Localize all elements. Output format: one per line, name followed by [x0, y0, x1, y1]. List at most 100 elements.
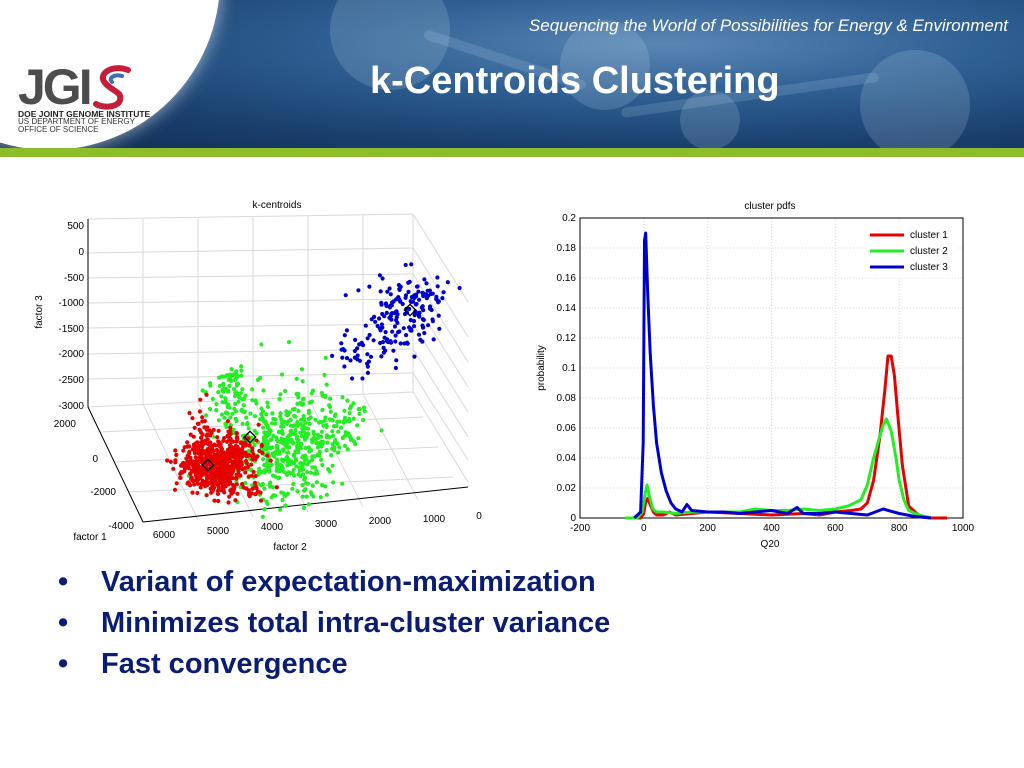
scatter-point	[181, 448, 186, 453]
scatter-point	[284, 413, 289, 418]
scatter-point	[219, 463, 224, 468]
scatter-point	[268, 446, 273, 451]
banner-molecule-sphere	[860, 50, 970, 148]
scatter-point	[207, 474, 212, 479]
scatter-point	[278, 411, 283, 416]
scatter-point	[200, 472, 205, 477]
scatter-point	[288, 423, 294, 428]
scatter-point	[366, 359, 371, 364]
scatter-point	[292, 406, 297, 412]
scatter-point	[258, 375, 263, 381]
scatter-point	[200, 448, 205, 453]
scatter-point	[233, 401, 238, 406]
scatter-point	[235, 491, 240, 496]
scatter-point	[239, 373, 244, 378]
scatter-point	[296, 395, 301, 400]
scatter-point	[361, 405, 366, 410]
scatter-point	[315, 471, 320, 476]
scatter-point	[380, 325, 385, 330]
scatter-point	[365, 364, 370, 369]
scatter-point	[240, 446, 245, 451]
scatter-point	[214, 401, 219, 407]
scatter-point	[256, 422, 261, 427]
scatter-point	[227, 405, 232, 410]
scatter-point	[280, 421, 285, 426]
scatter-point	[215, 435, 220, 440]
scatter-point	[383, 330, 388, 335]
scatter-point	[325, 440, 330, 445]
scatter-point	[406, 280, 411, 285]
scatter-point	[219, 412, 225, 417]
scatter-point	[223, 421, 228, 426]
scatter-point	[379, 354, 384, 359]
scatter-point	[294, 464, 299, 469]
scatter-point	[345, 447, 350, 452]
scatter-point	[317, 441, 322, 446]
scatter-point	[212, 485, 217, 490]
scatter-point	[188, 483, 193, 488]
scatter-point	[285, 450, 290, 455]
scatter-point	[200, 419, 205, 424]
scatter-point	[195, 481, 200, 486]
scatter-point	[320, 483, 325, 488]
scatter-point	[234, 381, 240, 386]
tick-label: 4000	[261, 522, 284, 533]
scatter-point	[217, 383, 222, 388]
scatter-point	[173, 448, 178, 453]
scatter-point	[279, 436, 284, 441]
scatter-point	[434, 294, 439, 299]
y-tick-labels: 0 0.02 0.04 0.06 0.08 0.1 0.12 0.14 0.16 0.18 0.2	[557, 213, 577, 524]
scatter-point	[292, 413, 297, 418]
scatter-point	[243, 393, 248, 398]
scatter-point	[285, 437, 290, 442]
tick-label: 0.02	[557, 483, 577, 494]
scatter-point	[226, 457, 231, 462]
scatter-point	[208, 383, 213, 388]
tick-label: 0.04	[557, 453, 577, 464]
scatter-point	[279, 372, 285, 377]
scatter-point	[422, 277, 427, 282]
scatter-point	[367, 284, 372, 289]
tick-label: 0	[476, 511, 482, 522]
scatter-point	[217, 443, 222, 448]
scatter-point	[268, 428, 273, 433]
scatter-point	[403, 262, 408, 268]
scatter-grid	[87, 213, 469, 523]
scatter-point	[317, 449, 322, 455]
scatter-point	[355, 423, 360, 428]
bullet-item: • Variant of expectation-maximization	[58, 562, 610, 603]
scatter-point	[223, 397, 228, 402]
scatter-point	[217, 375, 222, 380]
scatter-point	[377, 316, 382, 321]
scatter-point	[265, 453, 270, 458]
bullet-text: Fast convergence	[101, 648, 348, 680]
jgi-logo: JGI DOE JOINT GENOME INSTITUTE US DEPART…	[18, 62, 218, 134]
tick-label: 0.2	[562, 213, 576, 224]
scatter-point	[412, 295, 417, 300]
scatter-point	[204, 413, 209, 418]
scatter-point	[368, 354, 374, 359]
scatter-point	[357, 406, 362, 412]
scatter-point	[234, 430, 239, 436]
scatter-point	[328, 409, 333, 414]
scatter-point	[265, 440, 270, 445]
scatter-point	[278, 462, 283, 467]
bullet-text: Variant of expectation-maximization	[101, 566, 596, 598]
y-axis-label: probability	[536, 345, 547, 391]
scatter-point	[417, 297, 422, 302]
scatter-point	[307, 421, 312, 426]
scatter-point	[336, 429, 341, 434]
scatter-point	[263, 421, 268, 426]
scatter-point	[306, 408, 311, 413]
scatter-point	[385, 289, 390, 294]
scatter-point	[209, 454, 214, 459]
scatter-point	[340, 435, 345, 441]
scatter-point	[430, 319, 435, 324]
scatter-point	[234, 439, 239, 444]
scatter-point	[396, 297, 402, 302]
scatter-point	[234, 390, 239, 395]
logo-swirl-icon	[92, 65, 131, 110]
scatter-point	[213, 474, 218, 479]
scatter-point	[278, 507, 283, 512]
scatter-point	[259, 342, 264, 347]
